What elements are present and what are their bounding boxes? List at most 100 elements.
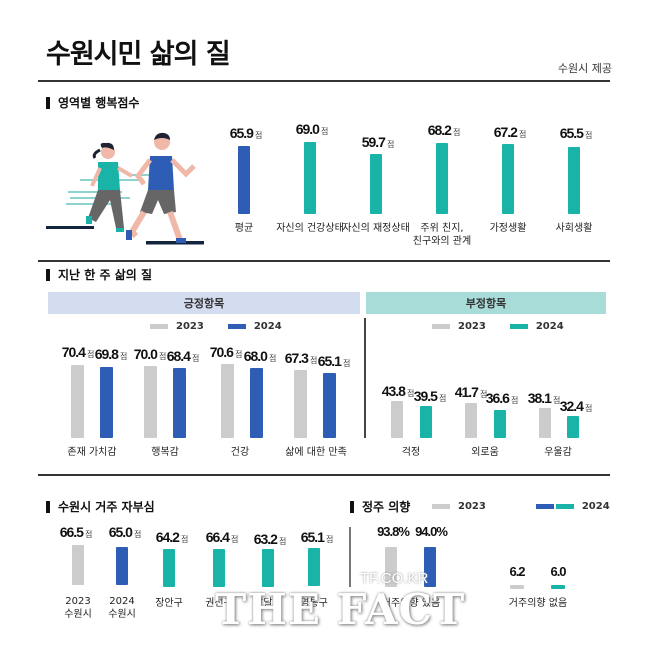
bar-yeongtong [308, 548, 320, 586]
category-label: 사회생활 [555, 223, 593, 234]
bar-social [568, 147, 580, 214]
value-label: 39.5 점 [413, 388, 447, 404]
value-label: 68.0 점 [243, 348, 277, 364]
watermark-small: TF.CO.KR [360, 570, 429, 587]
bar-finance [370, 154, 382, 214]
bar-2024 [100, 367, 113, 438]
bar-2024 [173, 368, 186, 438]
legend-swatch-2024 [509, 324, 528, 329]
source-credit: 수원시 제공 [557, 62, 612, 75]
category-label: 권선구 [205, 598, 233, 609]
positive-legend: 2023 2024 [150, 321, 282, 332]
value-label: 6.2 [509, 564, 525, 579]
section-title-residence: 정주 의향 [350, 498, 410, 515]
bar-paldal [262, 549, 274, 587]
column-divider [349, 527, 351, 587]
category-label: 자신의 재정상태 [342, 223, 410, 234]
value-label: 94.0% [415, 524, 448, 539]
bar-2024 [567, 416, 579, 438]
page-title: 수원시민 삶의 질 [46, 39, 231, 70]
bar-average [238, 146, 250, 214]
value-label: 67.2 점 [493, 124, 527, 140]
value-label: 64.2 점 [155, 529, 189, 545]
bar-2023-suwon [72, 545, 84, 585]
category-label: 자신의 건강상태 [276, 223, 344, 234]
legend-swatch-2023 [150, 324, 168, 329]
bar-2023 [294, 370, 307, 438]
value-label: 43.8 점 [381, 383, 415, 399]
bar-family [502, 144, 514, 214]
bar-2023 [539, 408, 551, 438]
legend-swatch-2023 [432, 324, 450, 329]
category-label: 주위 친지, 친구와의 관계 [412, 223, 472, 247]
value-label: 68.4 점 [166, 348, 200, 364]
category-label: 영통구 [300, 598, 328, 609]
section-title-text: 정주 의향 [362, 500, 411, 514]
negative-legend: 2023 2024 [432, 321, 564, 332]
bar-2023 [391, 401, 403, 438]
category-label: 걱정 [401, 447, 421, 458]
value-label: 69.0 점 [295, 121, 329, 137]
category-label: 건강 [230, 447, 250, 458]
bar-2023 [221, 364, 234, 438]
category-label: 거주의향 있음 [381, 598, 441, 609]
value-label: 6.0 [550, 564, 566, 579]
bar-jangan [163, 549, 175, 587]
bar-2024-suwon [116, 547, 128, 585]
column-divider [364, 318, 366, 438]
value-label: 66.4 점 [205, 529, 239, 545]
header-divider [38, 80, 610, 82]
category-label: 팔달구 [254, 598, 282, 609]
legend-swatch-2024-blue [535, 504, 554, 509]
bar-2023 [144, 366, 157, 438]
runners-illustration-icon [46, 132, 204, 245]
legend-swatch-2024-teal [555, 504, 574, 509]
value-label: 68.2 점 [427, 122, 461, 138]
bar-health [304, 142, 316, 214]
category-label: 삶에 대한 만족 [285, 447, 347, 458]
value-label: 93.8% [377, 524, 410, 539]
section-marker-icon [350, 500, 354, 513]
category-label: 외로움 [471, 447, 499, 458]
positive-band: 긍정항목 [48, 292, 360, 314]
section-marker-icon [46, 96, 50, 109]
bar-stay-2023 [385, 547, 397, 587]
category-label: 평균 [234, 223, 254, 234]
category-label: 거주의향 없음 [508, 598, 568, 609]
section-divider [38, 474, 610, 476]
bar-2023 [465, 403, 477, 438]
watermark-logo: THE FACT [215, 585, 466, 634]
bar-relations [436, 143, 448, 214]
legend-swatch-2023 [432, 504, 450, 509]
value-label: 69.8 점 [94, 346, 128, 362]
section-marker-icon [46, 268, 50, 281]
bar-stay-2024 [424, 547, 436, 587]
category-label: 장안구 [155, 598, 183, 609]
value-label: 66.5 점 [59, 524, 93, 540]
section-title-text: 지난 한 주 삶의 질 [58, 268, 152, 282]
section-marker-icon [46, 500, 50, 513]
value-label: 59.7 점 [361, 134, 395, 150]
value-label: 70.0 점 [133, 346, 167, 362]
value-label: 32.4 점 [559, 398, 593, 414]
value-label: 70.6 점 [209, 344, 243, 360]
section-title-happiness: 영역별 행복점수 [46, 94, 139, 111]
legend-swatch-2024 [227, 324, 246, 329]
bar-leave-2024 [551, 585, 565, 589]
category-label: 가정생활 [489, 223, 527, 234]
section-title-pride: 수원시 거주 자부심 [46, 498, 155, 515]
bar-2024 [420, 406, 432, 438]
value-label: 67.3 점 [284, 350, 318, 366]
bar-leave-2023 [510, 585, 524, 589]
section-title-text: 수원시 거주 자부심 [58, 500, 155, 514]
value-label: 63.2 점 [253, 531, 287, 547]
value-label: 65.1 점 [300, 529, 334, 545]
value-label: 70.4 점 [61, 344, 95, 360]
value-label: 38.1 점 [527, 390, 561, 406]
residence-legend: 2023 2024 [432, 501, 610, 512]
category-label: 행복감 [151, 447, 179, 458]
bar-2024 [250, 368, 263, 438]
section-title-text: 영역별 행복점수 [58, 96, 140, 110]
section-divider [38, 260, 610, 262]
category-label: 존재 가치감 [67, 447, 117, 458]
